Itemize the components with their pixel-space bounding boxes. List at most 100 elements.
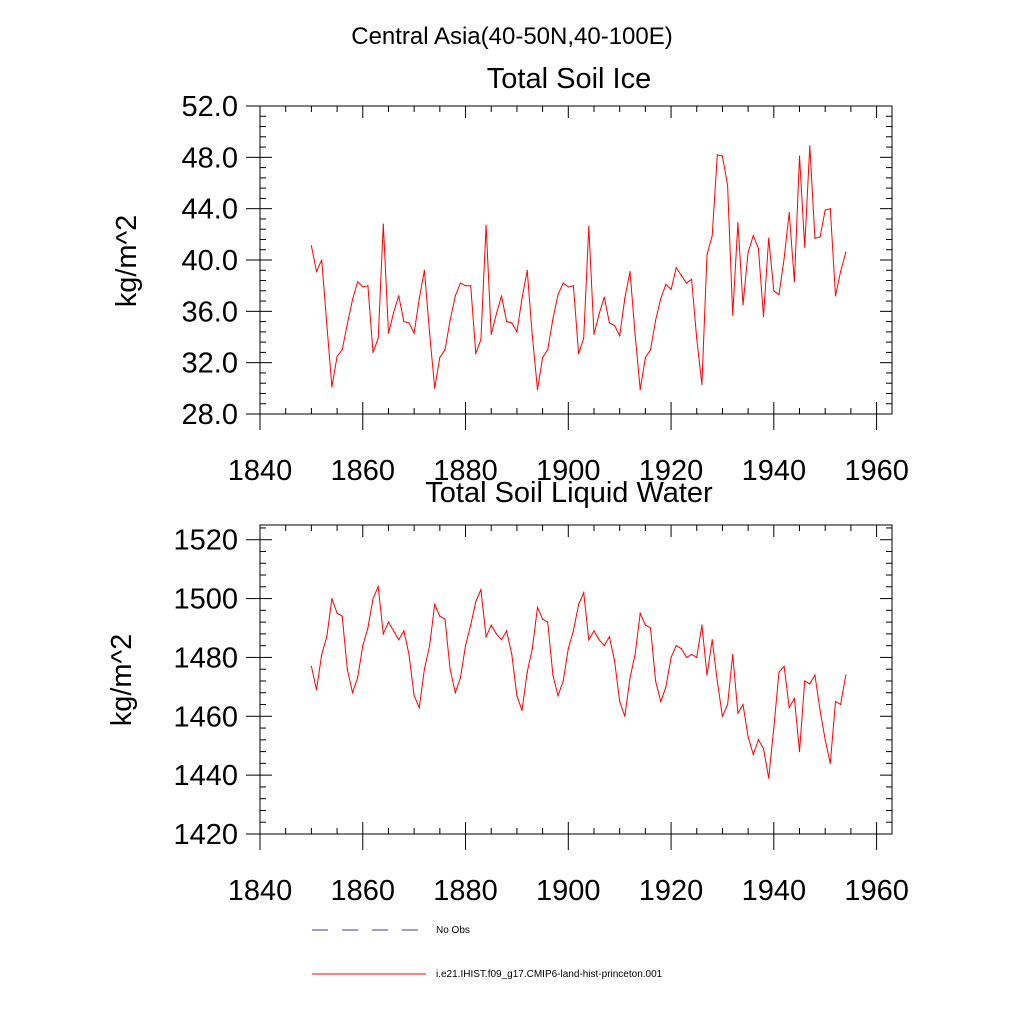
data-point xyxy=(511,653,513,656)
data-point xyxy=(526,671,528,673)
legend-label-no-obs: No Obs xyxy=(436,925,470,936)
data-point xyxy=(716,154,718,156)
data-point xyxy=(747,736,749,738)
data-point xyxy=(357,281,359,283)
data-point xyxy=(403,630,405,632)
series-line xyxy=(310,145,847,390)
panel-title: Total Soil Ice xyxy=(487,63,651,95)
data-point xyxy=(572,630,575,632)
data-point xyxy=(572,285,575,287)
data-point xyxy=(418,297,420,300)
data-point xyxy=(377,586,379,588)
data-point xyxy=(778,294,780,296)
data-point xyxy=(413,695,415,697)
data-point xyxy=(403,321,405,323)
data-point xyxy=(675,267,677,269)
data-point xyxy=(737,712,739,714)
data-point xyxy=(536,606,539,609)
data-point xyxy=(706,674,708,676)
data-point xyxy=(516,331,518,333)
data-point xyxy=(829,762,831,765)
data-point xyxy=(495,313,497,315)
data-point xyxy=(768,777,770,779)
data-point xyxy=(778,671,780,673)
data-point xyxy=(336,355,338,357)
data-point xyxy=(598,313,600,315)
data-point xyxy=(608,322,611,324)
data-point xyxy=(562,282,564,284)
data-point xyxy=(608,636,611,638)
data-point xyxy=(655,319,657,321)
data-point xyxy=(783,258,785,260)
data-point xyxy=(511,322,513,324)
y-tick-label: 1420 xyxy=(173,819,238,851)
data-point xyxy=(449,668,451,670)
x-tick-label: 1960 xyxy=(844,455,909,487)
data-point xyxy=(624,297,626,300)
data-point xyxy=(531,648,533,650)
data-point xyxy=(387,332,390,334)
data-point xyxy=(737,222,739,224)
data-point xyxy=(685,282,688,284)
figure-suptitle: Central Asia(40-50N,40-100E) xyxy=(351,23,673,50)
data-point xyxy=(701,624,703,626)
data-point xyxy=(331,386,333,388)
data-point xyxy=(814,237,816,239)
data-point xyxy=(619,701,621,703)
data-point xyxy=(793,281,796,283)
x-tick-label: 1840 xyxy=(228,875,293,907)
y-axis-label: kg/m^2 xyxy=(111,215,143,308)
data-point xyxy=(670,656,672,659)
data-point xyxy=(547,349,549,351)
data-point xyxy=(649,349,652,351)
data-point xyxy=(567,648,569,650)
x-tick-label: 1900 xyxy=(536,455,601,487)
data-point xyxy=(516,695,518,697)
data-point xyxy=(593,333,595,335)
data-point xyxy=(670,288,672,291)
data-point xyxy=(721,715,724,717)
data-point xyxy=(819,236,821,238)
data-point xyxy=(408,653,410,656)
data-point xyxy=(429,332,431,334)
data-point xyxy=(706,254,708,256)
data-point xyxy=(762,748,765,750)
y-tick-label: 1480 xyxy=(173,642,238,674)
data-point xyxy=(464,285,467,287)
data-point xyxy=(798,155,801,157)
data-point xyxy=(727,703,729,706)
data-point xyxy=(598,639,600,641)
data-point xyxy=(331,598,333,600)
data-point xyxy=(429,645,431,647)
data-point xyxy=(470,285,472,287)
data-point xyxy=(768,237,770,239)
data-point xyxy=(557,695,559,697)
data-point xyxy=(696,656,698,659)
x-tick-label: 1880 xyxy=(433,455,498,487)
data-point xyxy=(742,304,744,306)
data-point xyxy=(475,353,477,355)
data-point xyxy=(346,668,348,670)
data-point xyxy=(680,274,682,276)
data-point xyxy=(495,633,497,635)
data-point xyxy=(629,677,631,679)
data-point xyxy=(747,251,749,253)
data-point xyxy=(362,286,364,288)
data-point xyxy=(485,224,487,226)
data-point xyxy=(418,706,420,709)
x-tick-label: 1940 xyxy=(742,455,807,487)
data-point xyxy=(680,648,682,650)
data-point xyxy=(711,639,713,641)
data-point xyxy=(372,351,374,353)
data-point xyxy=(716,680,718,682)
data-point xyxy=(804,246,806,248)
data-point xyxy=(367,285,369,287)
data-point xyxy=(310,665,312,667)
data-point xyxy=(413,332,415,334)
data-point xyxy=(326,323,328,325)
data-point xyxy=(655,680,657,682)
data-point xyxy=(829,208,831,210)
data-point xyxy=(788,211,790,214)
data-point xyxy=(341,349,343,351)
